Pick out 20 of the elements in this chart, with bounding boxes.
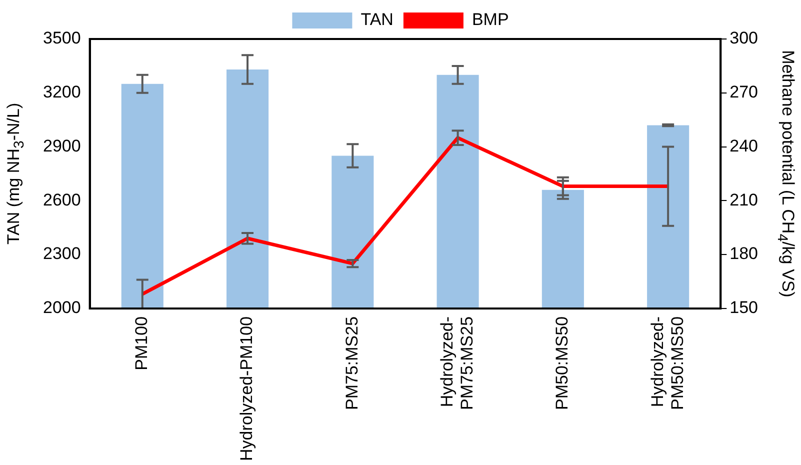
y-tick-label: 2900 [42, 136, 81, 156]
y2-tick-label: 210 [730, 190, 758, 210]
x-tick-label: Hydrolyzed-PM75:MS25 [437, 316, 476, 410]
y2-tick-label: 270 [730, 82, 758, 102]
legend-label: BMP [472, 10, 509, 30]
y2-tick-label: 240 [730, 136, 758, 156]
legend-label: TAN [360, 10, 394, 30]
x-tick-label: PM75:MS25 [342, 316, 362, 410]
y-tick-label: 3500 [42, 28, 81, 48]
x-tick-label: PM50:MS50 [552, 316, 572, 410]
y-tick-label: 2600 [42, 190, 81, 210]
y2-tick-label: 150 [730, 298, 758, 318]
x-tick-label: PM100 [132, 316, 152, 370]
y-tick-label: 3200 [42, 82, 81, 102]
y2-tick-label: 180 [730, 244, 758, 264]
y-tick-label: 2000 [42, 298, 81, 318]
x-tick-label: Hydrolyzed-PM50:MS50 [648, 316, 687, 410]
y-tick-label: 2300 [42, 244, 81, 264]
y2-tick-label: 300 [730, 28, 758, 48]
x-tick-label: Hydrolyzed-PM100 [237, 316, 256, 462]
